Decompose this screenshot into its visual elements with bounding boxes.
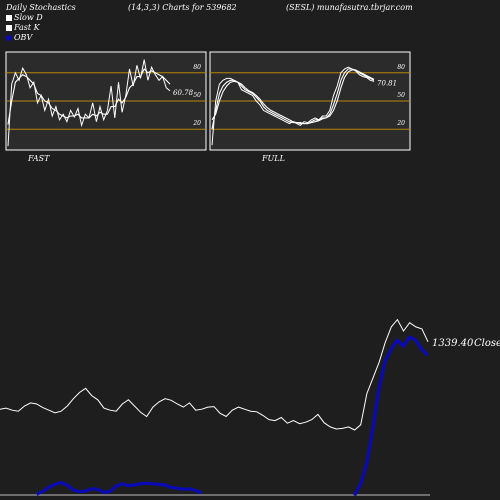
fast-y-tick-label: 20 <box>192 120 201 127</box>
close-last-value-label: 1339.40 <box>432 338 474 349</box>
full-last-value-label: 70.81 <box>377 79 397 87</box>
legend-swatch-slow-d <box>6 15 12 21</box>
legend-label-fast-k: Fast K <box>14 23 40 32</box>
full-y-tick-label: 20 <box>396 120 405 127</box>
header-site: (SESL) munafasutra.tbrjar.com <box>286 3 413 12</box>
fast-y-tick-label: 50 <box>193 92 201 99</box>
legend-swatch-fast-k <box>6 25 12 31</box>
close-series-label: Close <box>474 338 500 349</box>
fast-y-tick-label: 80 <box>193 64 201 71</box>
fast-panel-label: FAST <box>27 154 50 163</box>
legend-label-obv: OBV <box>14 33 33 42</box>
legend-label-slow-d: Slow D <box>14 13 43 22</box>
legend-slow-d: Slow D <box>6 13 43 22</box>
obv-line <box>36 335 430 497</box>
full-y-tick-label: 80 <box>397 64 405 71</box>
full-y-tick-label: 50 <box>397 92 405 99</box>
fast-series-1-line <box>7 68 171 125</box>
fast-last-value-label: 60.78 <box>173 89 194 97</box>
full-series-2-line <box>211 69 375 125</box>
legend-obv: OBV <box>6 33 32 42</box>
full-series-1-line <box>211 68 375 130</box>
full-panel-label: FULL <box>261 154 285 163</box>
legend-swatch-obv <box>6 35 12 41</box>
close-price-line <box>0 318 429 431</box>
header-title: Daily Stochastics <box>6 3 76 12</box>
header-params: (14,3,3) Charts for 539682 <box>128 3 237 12</box>
legend-fast-k: Fast K <box>6 23 40 32</box>
